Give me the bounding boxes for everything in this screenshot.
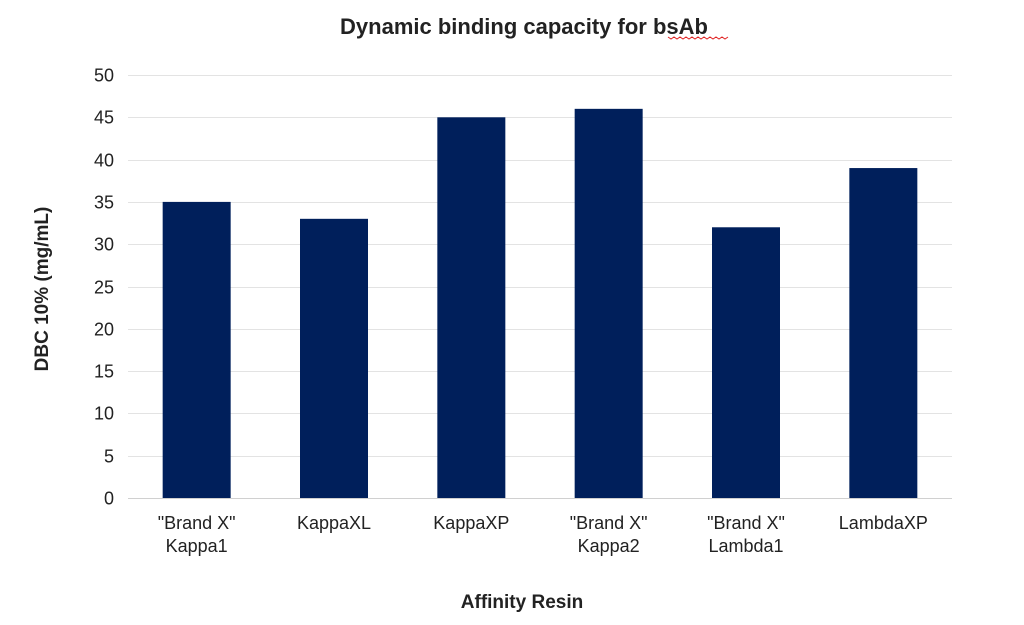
y-tick-label: 25: [94, 278, 114, 298]
bar: [849, 168, 918, 498]
y-tick-label: 15: [94, 362, 114, 382]
bars: [162, 108, 918, 499]
x-category-label: "Brand X" Lambda1: [707, 513, 785, 556]
x-axis-title: Affinity Resin: [461, 592, 583, 613]
x-category-label: KappaXL: [297, 513, 371, 533]
y-tick-label: 0: [104, 489, 114, 509]
bar: [574, 108, 643, 498]
bar: [712, 227, 780, 498]
y-tick-label: 5: [104, 447, 114, 467]
gridlines: [128, 75, 952, 499]
x-category-label: KappaXP: [433, 513, 509, 533]
y-tick-label: 40: [94, 151, 114, 171]
y-tick-label: 10: [94, 404, 114, 424]
chart-title-prefix: Dynamic binding capacity for: [340, 14, 653, 39]
chart-title: Dynamic binding capacity for bsAb: [340, 14, 708, 39]
bar: [437, 117, 506, 499]
x-axis-categories: "Brand X" Kappa1 KappaXL KappaXP "Brand X" Ka…: [158, 513, 928, 556]
bar: [162, 201, 231, 498]
y-axis-title: DBC 10% (mg/mL): [32, 207, 53, 372]
chart-title-suffix: bsAb: [653, 14, 708, 39]
y-tick-label: 30: [94, 235, 114, 255]
y-axis-ticks: 0 5 10 15 20 25 30 35 40 45 50: [94, 66, 114, 509]
x-category-label: "Brand X" Kappa2: [570, 513, 648, 556]
spellcheck-underline: [667, 36, 729, 40]
y-tick-label: 45: [94, 108, 114, 128]
y-tick-label: 50: [94, 66, 114, 86]
x-category-label: LambdaXP: [839, 513, 928, 533]
y-tick-label: 20: [94, 320, 114, 340]
x-category-label: "Brand X" Kappa1: [158, 513, 236, 556]
y-tick-label: 35: [94, 193, 114, 213]
bar: [300, 218, 368, 498]
